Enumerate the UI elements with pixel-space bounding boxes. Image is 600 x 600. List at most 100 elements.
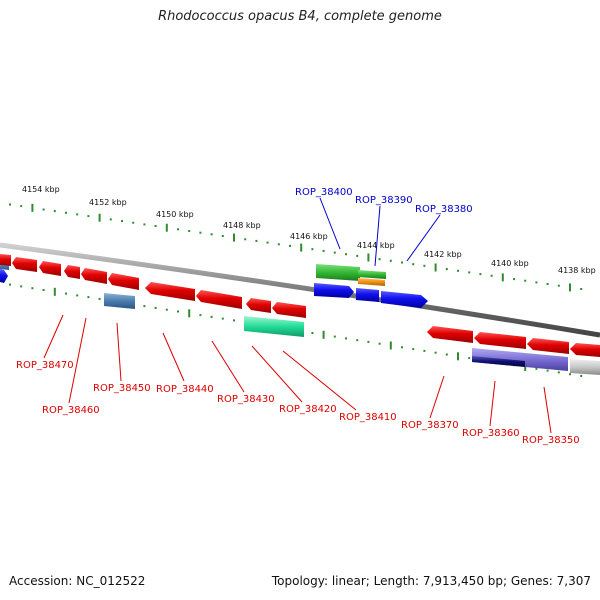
gene-arrow[interactable]	[0, 269, 8, 283]
chromosome-backbone	[0, 242, 600, 338]
scale-dot	[143, 223, 146, 226]
scale-dot	[87, 215, 90, 218]
kbp-tick-labels: 4154 kbp 4152 kbp 4150 kbp 4148 kbp 4146…	[22, 185, 596, 275]
scale-dot	[199, 231, 202, 234]
gene-arrow[interactable]	[81, 268, 107, 284]
scale-dot	[412, 348, 415, 351]
scale-dot	[333, 335, 336, 338]
gene-arrow[interactable]	[472, 356, 525, 367]
scale-dot	[132, 221, 135, 224]
gene-arrow[interactable]	[356, 288, 379, 302]
scale-dot	[121, 220, 123, 223]
scale-dot	[9, 203, 11, 206]
kbp-label-4140: 4140 kbp	[491, 259, 529, 268]
scale-dot	[233, 319, 235, 322]
gene-arrow[interactable]	[196, 290, 242, 309]
scale-dot	[423, 264, 426, 267]
leader-lines-bottom	[43, 314, 552, 434]
scale-major-tick	[233, 233, 235, 242]
gene-label-rop-38460[interactable]: ROP_38460	[42, 405, 100, 416]
scale-dot	[423, 349, 426, 352]
gene-label-rop-38410[interactable]: ROP_38410	[339, 412, 397, 423]
page-title: Rhodococcus opacus B4, complete genome	[158, 9, 442, 24]
gene-label-rop-38470[interactable]: ROP_38470	[16, 360, 74, 371]
scale-dot	[188, 230, 191, 232]
gene-arrow[interactable]	[527, 338, 569, 354]
genes-reverse	[104, 293, 600, 375]
scale-dot	[468, 357, 471, 360]
gene-arrow[interactable]	[472, 348, 568, 371]
scale-major-tick	[53, 287, 56, 296]
scale-major-tick	[501, 273, 504, 282]
scale-dot	[401, 346, 403, 349]
leader-lines-top	[319, 197, 441, 267]
gene-arrow[interactable]	[570, 359, 600, 375]
gene-arrow[interactable]	[314, 283, 354, 298]
gene-label-rop-38390[interactable]: ROP_38390	[355, 195, 413, 206]
gene-arrow[interactable]	[104, 293, 135, 309]
gene-arrow[interactable]	[145, 282, 195, 301]
gene-label-rop-38400[interactable]: ROP_38400	[295, 187, 353, 198]
scale-dot	[277, 243, 280, 246]
scale-dot	[154, 225, 157, 227]
gene-arrow[interactable]	[272, 302, 306, 318]
gene-label-rop-38440[interactable]: ROP_38440	[156, 384, 214, 395]
scale-dot	[311, 332, 314, 334]
kbp-label-4146: 4146 kbp	[290, 232, 328, 241]
gene-arrow[interactable]	[39, 261, 61, 276]
scale-major-tick	[434, 263, 437, 272]
gene-label-rop-38360[interactable]: ROP_38360	[462, 428, 520, 439]
gene-arrow[interactable]	[358, 270, 386, 279]
scale-dot	[468, 271, 471, 274]
scale-major-tick	[188, 309, 191, 318]
genes-forward	[0, 254, 428, 318]
gene-arrow[interactable]	[427, 326, 473, 343]
scale-major-tick	[389, 341, 392, 350]
gene-arrow[interactable]	[570, 343, 600, 357]
scale-dot	[289, 244, 291, 247]
scale-dot	[9, 283, 11, 286]
gene-label-rop-38450[interactable]: ROP_38450	[93, 383, 151, 394]
gene-label-rop-38370[interactable]: ROP_38370	[401, 420, 459, 431]
scale-dot	[356, 254, 359, 257]
scale-dot	[569, 373, 571, 376]
scale-dot	[165, 308, 168, 311]
scale-major-tick	[524, 363, 527, 371]
scale-dot	[255, 239, 258, 242]
scale-dot	[210, 233, 213, 236]
scale-dot	[535, 367, 538, 370]
gene-arrow[interactable]	[64, 265, 80, 279]
gene-arrow[interactable]	[381, 291, 428, 308]
scale-dot	[445, 353, 448, 356]
gene-arrow[interactable]	[244, 316, 304, 337]
gene-arrow[interactable]	[474, 332, 526, 349]
gene-arrow[interactable]	[358, 278, 385, 286]
scale-dot	[76, 294, 79, 297]
scale-dot	[434, 351, 437, 354]
scale-dot	[154, 306, 157, 309]
gene-arrow[interactable]	[12, 257, 37, 272]
gene-arrow[interactable]	[0, 254, 11, 266]
scale-dot	[580, 375, 583, 377]
scale-dot	[65, 292, 67, 295]
scale-major-tick	[165, 223, 168, 232]
gene-arrow[interactable]	[246, 298, 271, 313]
gene-arrow[interactable]	[316, 264, 360, 281]
scale-dot	[333, 251, 336, 254]
kbp-label-4154: 4154 kbp	[22, 185, 60, 194]
scale-major-tick	[98, 213, 101, 222]
gene-arrow[interactable]	[108, 273, 139, 290]
kbp-label-4144: 4144 kbp	[357, 241, 395, 250]
gene-label-rop-38420[interactable]: ROP_38420	[279, 404, 337, 415]
gene-label-rop-38380[interactable]: ROP_38380	[415, 204, 473, 215]
scale-dot	[457, 269, 459, 272]
scale-dot	[546, 283, 549, 285]
scale-major-tick	[569, 283, 571, 292]
gene-label-rop-38350[interactable]: ROP_38350	[522, 435, 580, 446]
scale-dot	[244, 238, 247, 241]
scale-dot	[65, 211, 67, 214]
gene-label-rop-38430[interactable]: ROP_38430	[217, 394, 275, 405]
scale-dot	[378, 258, 381, 261]
genome-summary-label: Topology: linear; Length: 7,913,450 bp; …	[271, 574, 591, 588]
